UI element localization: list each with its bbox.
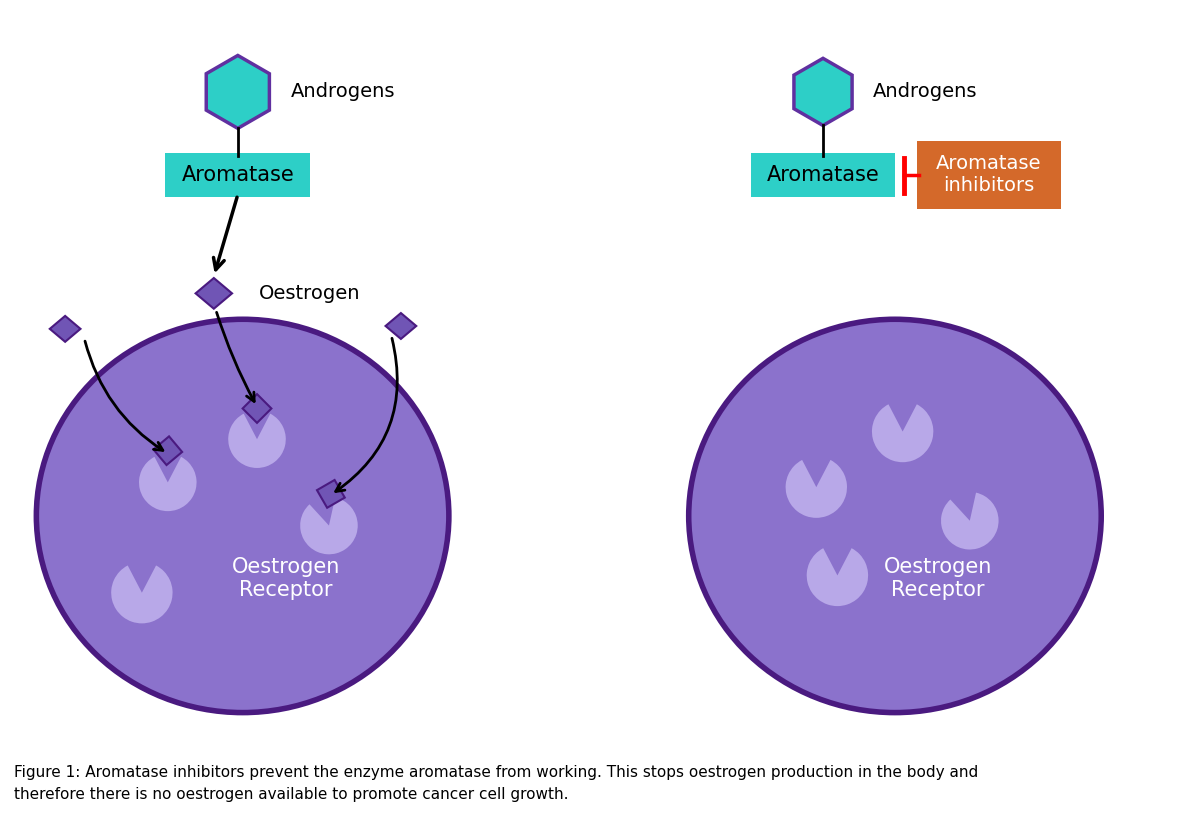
Polygon shape (385, 313, 417, 339)
Polygon shape (49, 316, 81, 342)
Text: Figure 1: Aromatase inhibitors prevent the enzyme aromatase from working. This s: Figure 1: Aromatase inhibitors prevent t… (14, 764, 979, 802)
Text: Oestrogen
Receptor: Oestrogen Receptor (884, 557, 992, 600)
FancyBboxPatch shape (750, 154, 896, 197)
Wedge shape (111, 565, 172, 623)
Wedge shape (229, 413, 285, 468)
Wedge shape (942, 492, 998, 549)
Text: Androgens: Androgens (290, 82, 395, 102)
Polygon shape (243, 394, 271, 423)
Wedge shape (138, 457, 196, 511)
FancyBboxPatch shape (916, 141, 1062, 209)
Ellipse shape (36, 319, 449, 712)
Wedge shape (785, 460, 846, 517)
Text: Aromatase: Aromatase (182, 165, 294, 186)
Text: Aromatase: Aromatase (767, 165, 879, 186)
Text: Aromatase
inhibitors: Aromatase inhibitors (937, 155, 1041, 196)
Text: Oestrogen: Oestrogen (259, 284, 360, 303)
Polygon shape (317, 480, 344, 507)
Wedge shape (300, 497, 358, 554)
FancyBboxPatch shape (165, 154, 311, 197)
Text: Androgens: Androgens (873, 82, 978, 102)
Wedge shape (872, 404, 933, 462)
Polygon shape (195, 278, 232, 309)
Ellipse shape (689, 319, 1102, 712)
Polygon shape (206, 55, 270, 129)
Wedge shape (807, 549, 868, 606)
Text: Oestrogen
Receptor: Oestrogen Receptor (231, 557, 340, 600)
Polygon shape (793, 58, 852, 125)
Polygon shape (153, 436, 182, 465)
